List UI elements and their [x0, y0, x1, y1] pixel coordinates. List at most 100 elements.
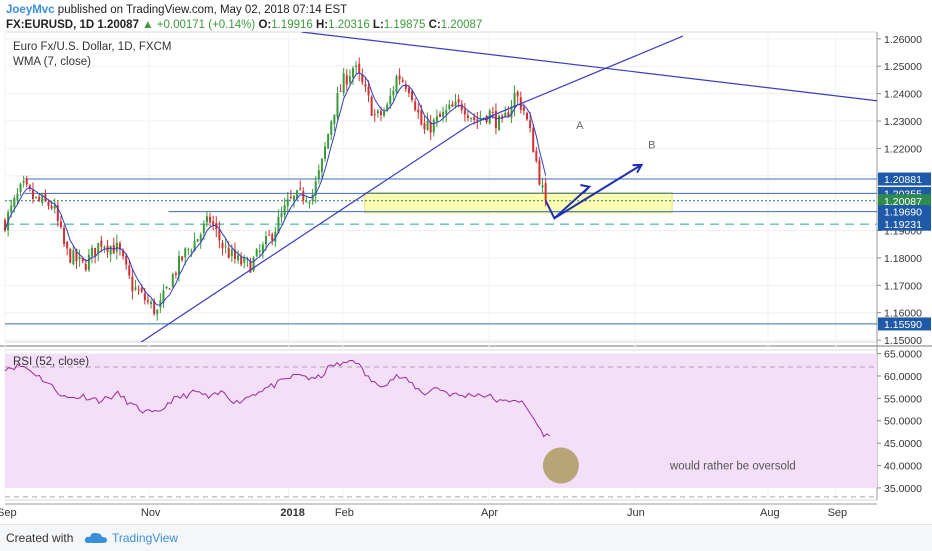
- price-chart[interactable]: 1.260001.250001.240001.230001.220001.210…: [0, 0, 932, 524]
- candle-body: [404, 84, 407, 89]
- candle-body: [510, 106, 513, 118]
- projection-path-b[interactable]: [553, 163, 643, 220]
- candle-body: [261, 244, 264, 253]
- price-tick-label: 1.23000: [884, 116, 922, 128]
- price-tag-label: 1.20881: [884, 174, 922, 186]
- price-tag-label: 1.19231: [884, 219, 922, 231]
- candle-body: [134, 287, 137, 290]
- price-tag-label: 1.15590: [884, 319, 922, 331]
- candle-body: [150, 301, 153, 305]
- author-name[interactable]: JoeyMvc: [6, 4, 55, 16]
- rsi-tick-label: 65.0000: [884, 349, 922, 361]
- rsi-tick-label: 40.0000: [884, 461, 922, 473]
- high-value: 1.20316: [328, 19, 370, 31]
- candle-body: [292, 196, 295, 200]
- rsi-line: [4, 359, 551, 438]
- trendline[interactable]: [301, 32, 877, 102]
- change-up-icon: ▲: [142, 19, 154, 31]
- open-label: O:: [258, 19, 272, 31]
- candle-body: [72, 250, 75, 265]
- price-tag: [878, 172, 931, 186]
- support-zone[interactable]: [364, 191, 673, 214]
- candle-body: [333, 114, 336, 124]
- price-tick-label: 1.15000: [884, 335, 922, 347]
- oversold-ellipse-marker[interactable]: [536, 441, 585, 490]
- candle-body: [476, 119, 479, 122]
- candle-body: [280, 212, 283, 218]
- candle-body: [417, 109, 420, 113]
- candle-body: [75, 249, 78, 262]
- candle-body: [125, 255, 128, 265]
- close-value: 1.20087: [440, 19, 483, 31]
- candle-body: [535, 150, 538, 162]
- candle-body: [41, 195, 44, 204]
- candle-body: [398, 75, 401, 80]
- last-price: 1.20087: [97, 19, 139, 31]
- open-value: 1.19916: [271, 19, 313, 31]
- candle-body: [174, 273, 177, 275]
- rsi-tick-label: 50.0000: [884, 416, 922, 428]
- candle-body: [370, 96, 373, 116]
- candle-body: [177, 256, 180, 276]
- candle-body: [389, 95, 392, 105]
- candle-body: [230, 249, 233, 257]
- candle-body: [243, 257, 246, 263]
- candle-body: [330, 121, 333, 135]
- price-tag: [878, 194, 931, 208]
- footer-bar: Created with TradingView: [0, 524, 932, 551]
- candle-body: [308, 202, 311, 204]
- candle-body: [153, 300, 156, 314]
- arrow-a-head-icon: [580, 184, 592, 194]
- trendline[interactable]: [140, 35, 684, 343]
- candle-body: [491, 111, 494, 113]
- candle-body: [463, 109, 466, 115]
- candle-body: [4, 220, 6, 231]
- candle-body: [202, 223, 205, 234]
- candle-body: [190, 250, 193, 252]
- candle-body: [473, 117, 476, 120]
- tradingview-brand[interactable]: TradingView: [112, 531, 179, 545]
- candle-body: [411, 91, 414, 100]
- rsi-band: [5, 353, 877, 488]
- price-pane[interactable]: [4, 31, 878, 343]
- chart-title: Euro Fx/U.S. Dollar, 1D, FXCM: [13, 41, 171, 53]
- candle-body: [38, 196, 41, 201]
- candle-body: [63, 227, 66, 244]
- candle-body: [59, 221, 62, 228]
- time-tick-label: Nov: [141, 507, 161, 519]
- candle-body: [274, 231, 277, 242]
- candle-body: [286, 199, 289, 206]
- candle-body: [283, 205, 286, 216]
- candle-body: [479, 118, 482, 120]
- candle-body: [314, 181, 317, 196]
- candle-body: [137, 289, 140, 291]
- candle-body: [442, 111, 445, 117]
- candle-body: [386, 104, 389, 111]
- candle-body: [420, 110, 423, 125]
- candle-body: [432, 119, 435, 133]
- candle-body: [205, 216, 208, 223]
- candle-body: [140, 287, 143, 292]
- price-tick-label: 1.22000: [884, 143, 922, 155]
- candle-body: [351, 68, 354, 78]
- candle-body: [237, 255, 240, 261]
- candle-body: [66, 241, 69, 249]
- candle-body: [109, 246, 112, 255]
- rsi-tick-label: 45.0000: [884, 438, 922, 450]
- candle-body: [165, 286, 168, 289]
- projection-label: B: [648, 139, 655, 151]
- candle-body: [317, 170, 320, 179]
- time-tick-label: Sep: [0, 507, 17, 519]
- candle-body: [538, 160, 541, 185]
- candle-body: [438, 113, 441, 117]
- candle-body: [379, 111, 382, 115]
- candle-body: [131, 276, 134, 292]
- price-tick-label: 1.18000: [884, 253, 922, 265]
- candle-body: [457, 99, 460, 103]
- price-tag: [878, 217, 931, 231]
- candle-body: [25, 178, 28, 185]
- candle-body: [494, 110, 497, 129]
- candle-body: [501, 116, 504, 119]
- candle-body: [327, 134, 330, 149]
- candle-body: [373, 114, 376, 116]
